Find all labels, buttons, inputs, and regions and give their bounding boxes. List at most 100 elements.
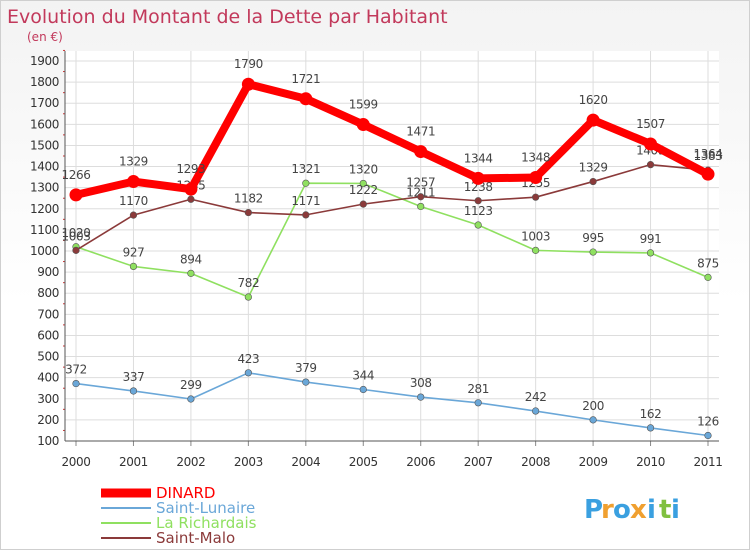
y-tick-label: 200 — [37, 413, 59, 427]
y-tick-label: 600 — [37, 328, 59, 342]
data-point — [187, 269, 195, 277]
data-label: 1293 — [176, 162, 205, 176]
x-tick-label: 2004 — [291, 455, 320, 469]
data-label: 1257 — [406, 176, 435, 190]
data-label: 1507 — [636, 117, 665, 131]
series-line — [75, 182, 709, 298]
data-point — [704, 431, 712, 440]
data-point — [244, 369, 252, 377]
x-tick-label: 2008 — [521, 455, 550, 469]
data-point — [586, 113, 600, 127]
y-tick-label: 1000 — [30, 244, 59, 258]
data-point — [129, 262, 138, 271]
data-label: 126 — [697, 415, 719, 429]
data-label: 995 — [582, 231, 604, 245]
data-point — [417, 202, 425, 211]
x-tick-label: 2003 — [234, 455, 263, 469]
data-label: 1620 — [579, 93, 608, 107]
x-tick-label: 2010 — [636, 455, 665, 469]
data-point — [356, 118, 370, 132]
data-point — [704, 273, 712, 281]
y-tick-label: 900 — [37, 265, 59, 279]
data-point — [359, 200, 367, 208]
data-point — [129, 211, 138, 219]
data-label: 991 — [640, 232, 662, 246]
data-label: 200 — [582, 399, 604, 413]
data-label: 1329 — [119, 155, 148, 169]
x-tick-label: 2007 — [464, 455, 493, 469]
legend-label: Saint-Lunaire — [156, 499, 255, 517]
data-label: 372 — [65, 363, 87, 377]
data-label: 242 — [525, 390, 547, 404]
series-layer: 372 337 299 423 379 344 308 281 242 200 162 126 1020… — [62, 57, 723, 440]
data-label: 379 — [295, 361, 317, 375]
data-label: 1020 — [62, 226, 91, 240]
y-tick-label: 700 — [37, 307, 59, 321]
logo-letter: i — [647, 495, 656, 525]
y-tick-label: 400 — [37, 371, 59, 385]
y-tick-label: 1300 — [30, 181, 59, 195]
x-tick-label: 2002 — [176, 455, 205, 469]
data-point — [126, 175, 140, 189]
data-point — [529, 171, 543, 185]
data-label: 308 — [410, 376, 432, 390]
data-point — [701, 167, 715, 181]
data-label: 1123 — [464, 204, 493, 218]
y-tick-label: 1500 — [30, 138, 59, 152]
series-saint-lunaire: 372 337 299 423 379 344 308 281 242 200 162 126 — [65, 352, 719, 440]
data-label: 344 — [352, 368, 374, 382]
data-label: 1383 — [694, 149, 723, 163]
data-label: 1348 — [521, 151, 550, 165]
data-label: 1170 — [119, 194, 148, 208]
data-label: 1721 — [291, 72, 320, 86]
data-point — [187, 395, 195, 403]
data-point — [241, 77, 255, 91]
logo-letter: x — [630, 495, 647, 525]
data-label: 1471 — [406, 125, 435, 139]
y-tick-label: 1200 — [30, 202, 59, 216]
series-line — [75, 163, 709, 252]
data-label: 1211 — [406, 185, 435, 199]
logo-letter: t — [659, 495, 671, 525]
data-label: 1182 — [234, 192, 263, 206]
data-point — [414, 145, 428, 159]
y-tick-label: 1100 — [30, 223, 59, 237]
y-tick-label: 1600 — [30, 117, 59, 131]
data-label: 1222 — [349, 183, 378, 197]
data-point — [69, 188, 83, 202]
series-dinard: 1266 1329 1293 1790 1721 1599 1471 1344 1348 1620… — [62, 57, 723, 202]
data-point — [302, 378, 310, 386]
chart-title: Evolution du Montant de la Dette par Hab… — [7, 6, 448, 28]
series-line — [72, 80, 712, 199]
data-label: 337 — [123, 370, 145, 384]
data-point — [72, 246, 80, 254]
y-tick-label: 1400 — [30, 160, 59, 174]
data-label: 281 — [467, 382, 489, 396]
data-label: 1344 — [464, 151, 493, 165]
data-point — [299, 92, 313, 106]
data-point — [532, 193, 540, 201]
x-tick-label: 2011 — [694, 455, 723, 469]
y-tick-label: 1900 — [30, 54, 59, 68]
data-label: 927 — [123, 245, 145, 259]
data-point — [589, 248, 597, 256]
x-tick-label: 2009 — [579, 455, 608, 469]
logo-letter: i — [671, 495, 680, 525]
data-point — [474, 197, 482, 205]
logo-letter: P — [584, 495, 603, 525]
x-tick-label: 2000 — [62, 455, 91, 469]
logo-letter: r — [601, 495, 614, 525]
proxiti-logo: Pr o x i t i — [584, 495, 680, 525]
y-tick-label: 500 — [37, 350, 59, 364]
data-label: 1003 — [62, 229, 91, 243]
legend-label: La Richardais — [156, 514, 257, 532]
data-point — [646, 424, 655, 432]
data-label: 1599 — [349, 98, 378, 112]
data-label: 1790 — [234, 57, 263, 71]
data-point — [72, 379, 80, 388]
data-label: 1364 — [694, 147, 723, 161]
data-point — [187, 195, 195, 203]
